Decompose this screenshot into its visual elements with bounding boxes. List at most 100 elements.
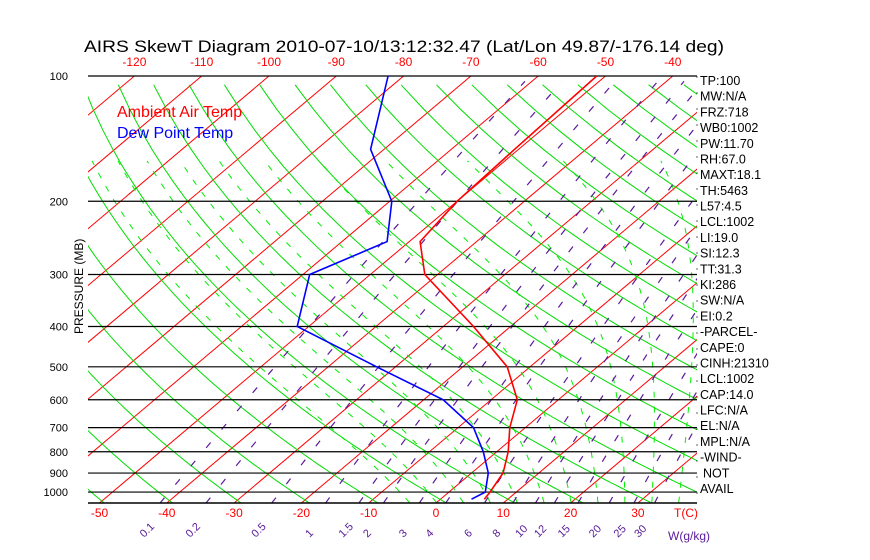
stability-index-item: -PARCEL-	[700, 325, 757, 339]
dew-point-temp-line	[296, 76, 490, 500]
mixing-ratio-tick-label: 1	[303, 527, 316, 540]
chart-title: AIRS SkewT Diagram 2010-07-10/13:12:32.4…	[84, 37, 724, 56]
pressure-tick-label: 900	[50, 468, 68, 480]
top-temperature-tick-label: -90	[328, 55, 346, 69]
stability-index-item: TP:100	[700, 74, 740, 88]
stability-index-item: -WIND-	[700, 451, 742, 465]
dry-adiabat-line	[259, 84, 697, 431]
pressure-tick-label: 100	[50, 71, 68, 83]
dry-adiabat-line	[88, 245, 379, 503]
stability-index-item: MW:N/A	[700, 90, 747, 104]
bottom-temperature-tick-label: -20	[293, 506, 311, 520]
bottom-temperature-tick-label: -40	[158, 506, 176, 520]
mixing-ratio-tick-label: 8	[491, 527, 504, 540]
pressure-tick-label: 1000	[44, 487, 68, 499]
stability-index-item: LCL:1002	[700, 215, 754, 229]
top-temperature-tick-label: -120	[122, 55, 146, 69]
dry-adiabat-line	[88, 429, 174, 503]
isotherm-line	[88, 76, 135, 116]
stability-index-item: TH:5463	[700, 184, 748, 198]
mixing-ratio-tick-label: 0.2	[184, 521, 203, 540]
stability-index-item: LCL:1002	[700, 372, 754, 386]
stability-index-item: SW:N/A	[700, 294, 745, 308]
stability-index-item: TT:31.3	[700, 262, 742, 276]
dry-adiabat-line	[755, 85, 870, 506]
mixing-ratio-tick-label: 15	[556, 523, 573, 540]
isotherm-line	[88, 76, 404, 343]
dry-adiabat-line	[294, 84, 697, 401]
dry-adiabat-line	[506, 84, 697, 229]
isotherm-line	[88, 76, 472, 400]
mixing-ratio-line	[633, 390, 697, 503]
isotherm-line	[301, 168, 697, 503]
stability-index-item: EI:0.2	[700, 309, 733, 323]
dry-adiabat-line	[400, 84, 697, 313]
stability-index-item: RH:67.0	[700, 152, 746, 166]
profiles	[296, 76, 598, 500]
pressure-tick-label: 800	[50, 447, 68, 459]
isotherm-line	[435, 282, 697, 503]
ambient-air-temp-line	[419, 76, 598, 500]
stability-index-item: AVAIL	[700, 482, 734, 496]
stability-index-item: EL:N/A	[700, 419, 740, 433]
mixing-ratio-tick-label: 10	[513, 523, 530, 540]
top-temperature-tick-label: -70	[462, 55, 480, 69]
mixing-ratio-line	[553, 277, 697, 503]
top-temperature-tick-label: -100	[257, 55, 281, 69]
mixing-ratio-line	[608, 352, 697, 503]
moist-adiabat-line	[146, 160, 464, 503]
stability-index-item: KI:286	[700, 278, 736, 292]
top-temperature-axis: -120 -110 -100 -90 -80 -70 -60 -50 -40	[122, 55, 681, 69]
isotherm-line	[166, 76, 674, 503]
mixing-ratio-line	[382, 88, 697, 503]
moist-adiabat-line	[264, 160, 545, 503]
isotherm-line	[570, 395, 697, 503]
stability-index-item: MAXT:18.1	[700, 168, 761, 182]
pressure-tick-label: 300	[50, 270, 68, 282]
isotherm-line	[637, 452, 697, 503]
dry-adiabat-line	[153, 84, 653, 503]
mixing-ratio-tick-label: 20	[587, 523, 604, 540]
mixing-ratio-tick-label: 6	[462, 527, 475, 540]
dry-adiabat-line	[88, 95, 516, 503]
dry-adiabat-line	[88, 370, 242, 503]
mixing-ratio-tick-label: 3	[397, 527, 410, 540]
isotherm-line	[88, 76, 203, 173]
thermo-grid	[0, 76, 870, 506]
bottom-temperature-tick-label: 10	[497, 506, 511, 520]
bottom-temperature-tick-label: 30	[631, 506, 645, 520]
isotherm-line	[88, 76, 270, 230]
stability-index-item: MPL:N/A	[700, 435, 751, 449]
legend-ambient-air-temp: Ambient Air Temp	[117, 104, 242, 121]
top-temperature-tick-label: -40	[664, 55, 682, 69]
stability-index-item: LI:19.0	[700, 231, 738, 245]
dry-adiabat-line	[0, 85, 39, 506]
top-temperature-tick-label: -80	[395, 55, 413, 69]
bottom-temperature-tick-label: 20	[564, 506, 578, 520]
pressure-tick-label: 200	[50, 196, 68, 208]
dry-adiabat-line	[436, 84, 697, 285]
bottom-temperature-tick-label: -30	[225, 506, 243, 520]
moist-adiabat-line	[179, 160, 491, 503]
mixing-ratio-tick-label: 0.5	[249, 521, 268, 540]
isotherm-line	[99, 76, 606, 503]
pressure-tick-label: 400	[50, 322, 68, 334]
legend-dew-point-temp: Dew Point Temp	[117, 125, 233, 142]
mixing-ratio-tick-label: 1.5	[337, 521, 356, 540]
pressure-tick-label: 600	[50, 395, 68, 407]
mixing-ratio-tick-label: 2	[361, 527, 374, 540]
moist-adiabat-line	[385, 160, 599, 503]
stability-index-item: SI:12.3	[700, 247, 740, 261]
stability-index-item: NOT	[703, 466, 730, 480]
mixing-ratio-line	[358, 80, 685, 503]
mixing-ratio-tick-label: 12	[532, 523, 549, 540]
bottom-temperature-tick-label: -10	[360, 506, 378, 520]
mixing-ratio-axis-label: W(g/kg)	[668, 529, 710, 543]
moist-adiabat-line	[218, 160, 518, 503]
isotherm-line	[88, 76, 539, 457]
top-temperature-tick-label: -110	[190, 55, 213, 69]
isobars: 100 200 300 400 500 600 700 800 900 1000	[44, 71, 697, 499]
mixing-ratio-tick-label: 30	[632, 523, 649, 540]
stability-index-item: CAPE:0	[700, 341, 745, 355]
